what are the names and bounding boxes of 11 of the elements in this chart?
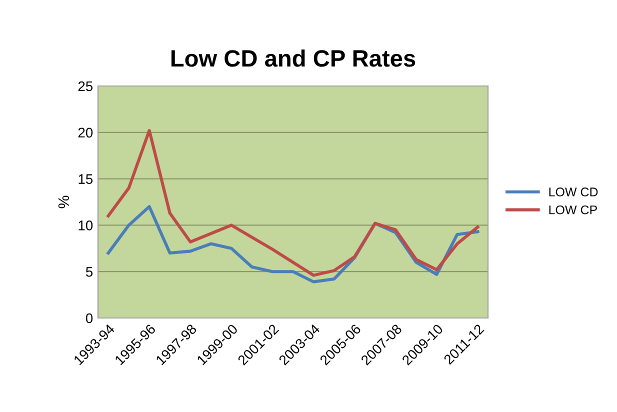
y-tick-label: 25 [78, 81, 93, 92]
line-series [106, 129, 480, 277]
y-tick-label: 5 [86, 267, 93, 277]
chart-title: Low CD and CP Rates [171, 49, 416, 67]
y-tick-label: 20 [78, 128, 93, 138]
y-tick-label: 15 [78, 174, 93, 184]
y-axis-title: % [58, 196, 70, 208]
y-tick-label: 10 [78, 220, 93, 230]
legend-label: LOW CD [549, 188, 598, 196]
y-tick-label: 0 [86, 313, 93, 324]
legend-label: LOW CP [549, 205, 597, 214]
